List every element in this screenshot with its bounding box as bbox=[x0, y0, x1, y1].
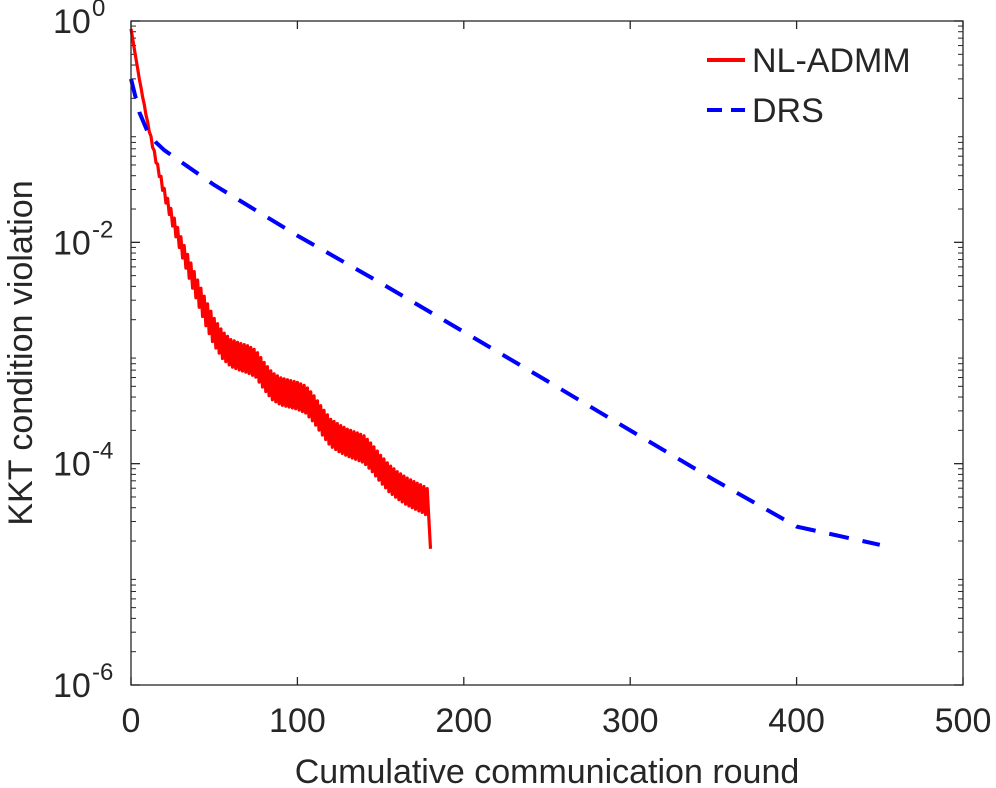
y-tick-base: 10 bbox=[53, 3, 91, 41]
y-tick-label: 10 -4 bbox=[53, 438, 113, 484]
y-tick-base: 10 bbox=[53, 667, 91, 705]
y-tick-base: 10 bbox=[53, 446, 91, 484]
y-tick-base: 10 bbox=[53, 224, 91, 262]
legend: NL-ADMM DRS bbox=[707, 42, 911, 130]
series-lines bbox=[129, 28, 881, 549]
series-line-nl-admm bbox=[129, 28, 433, 549]
x-tick-label: 500 bbox=[935, 702, 992, 740]
y-tick-label: 10 0 bbox=[53, 0, 105, 41]
y-tick-exponent: -2 bbox=[92, 216, 113, 243]
x-tick-label: 100 bbox=[269, 702, 326, 740]
x-tick-label: 0 bbox=[122, 702, 141, 740]
x-axis-label: Cumulative communication round bbox=[295, 753, 800, 788]
y-tick-label: 10 -2 bbox=[53, 216, 113, 262]
x-tick-label: 400 bbox=[768, 702, 825, 740]
y-tick-label: 10 -6 bbox=[53, 659, 113, 705]
series-line-drs bbox=[129, 78, 881, 547]
x-tick-label: 300 bbox=[602, 702, 659, 740]
y-tick-exponent: -6 bbox=[92, 659, 113, 686]
legend-label-nl-admm: NL-ADMM bbox=[752, 42, 911, 80]
y-tick-exponent: 0 bbox=[92, 0, 105, 22]
plot-frame bbox=[130, 20, 964, 686]
x-tick-labels: 0 100 200 300 400 500 bbox=[122, 702, 992, 740]
y-axis-label: KKT condition violation bbox=[2, 180, 40, 525]
y-tick-exponent: -4 bbox=[92, 438, 113, 465]
x-tick-label: 200 bbox=[435, 702, 492, 740]
legend-label-drs: DRS bbox=[752, 92, 824, 130]
